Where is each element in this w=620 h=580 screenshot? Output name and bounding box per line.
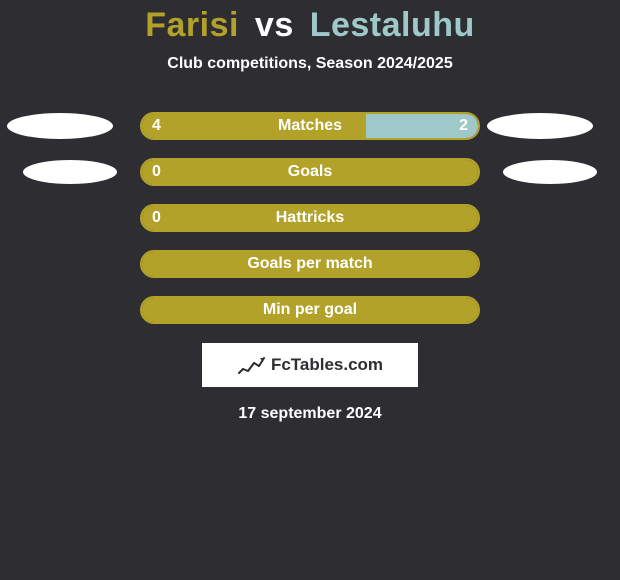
stat-row: Hattricks0 — [0, 203, 620, 233]
stat-bar-left — [142, 298, 478, 322]
stat-row: Goals per match — [0, 249, 620, 279]
stat-row: Min per goal — [0, 295, 620, 325]
page-root: Farisi vs Lestaluhu Club competitions, S… — [0, 0, 620, 580]
stats-area: Matches42Goals0Hattricks0Goals per match… — [0, 111, 620, 325]
stat-bar-left — [142, 114, 366, 138]
header: Farisi vs Lestaluhu Club competitions, S… — [0, 0, 620, 73]
player-ellipse-right — [503, 160, 597, 184]
stat-bar-track — [140, 250, 480, 278]
player-ellipse-left — [7, 113, 113, 139]
logo-text: FcTables.com — [271, 355, 383, 375]
comparison-title: Farisi vs Lestaluhu — [0, 6, 620, 45]
stat-row: Goals0 — [0, 157, 620, 187]
player1-name: Farisi — [145, 6, 239, 44]
stat-bar-track — [140, 158, 480, 186]
stat-bar-track — [140, 112, 480, 140]
stat-bar-left — [142, 252, 478, 276]
player2-name: Lestaluhu — [310, 6, 475, 44]
player-ellipse-right — [487, 113, 593, 139]
fctables-icon — [237, 355, 265, 375]
stat-bar-track — [140, 204, 480, 232]
stat-bar-left — [142, 206, 478, 230]
stat-bar-track — [140, 296, 480, 324]
logo-box: FcTables.com — [202, 343, 418, 387]
stat-value-right: 2 — [459, 117, 468, 135]
stat-value-left: 0 — [152, 163, 161, 181]
player-ellipse-left — [23, 160, 117, 184]
stat-value-left: 0 — [152, 209, 161, 227]
stat-value-left: 4 — [152, 117, 161, 135]
stat-row: Matches42 — [0, 111, 620, 141]
date-text: 17 september 2024 — [0, 405, 620, 423]
title-vs: vs — [255, 6, 294, 44]
stat-bar-left — [142, 160, 478, 184]
subtitle: Club competitions, Season 2024/2025 — [0, 55, 620, 73]
